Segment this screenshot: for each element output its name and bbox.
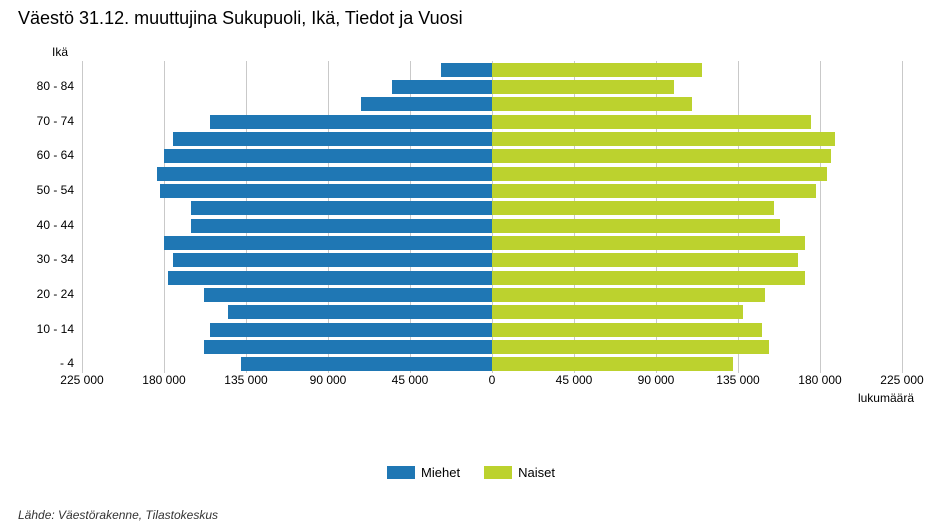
- legend-swatch: [387, 466, 415, 479]
- x-tick-label: 90 000: [638, 373, 675, 387]
- x-tick-label: 135 000: [224, 373, 267, 387]
- x-tick-label: 180 000: [798, 373, 841, 387]
- bar-row: [82, 97, 902, 111]
- bar-naiset: [492, 271, 805, 285]
- y-axis-label: Ikä: [52, 45, 68, 59]
- x-tick-label: 90 000: [310, 373, 347, 387]
- bar-naiset: [492, 115, 811, 129]
- bar-miehet: [164, 236, 492, 250]
- legend-label: Miehet: [421, 465, 460, 480]
- bar-row: [82, 63, 902, 77]
- bar-naiset: [492, 63, 702, 77]
- category-label: 60 - 64: [37, 148, 74, 162]
- bar-miehet: [164, 149, 492, 163]
- category-label: 10 - 14: [37, 322, 74, 336]
- bar-miehet: [210, 323, 492, 337]
- bar-naiset: [492, 167, 827, 181]
- category-label: 40 - 44: [37, 218, 74, 232]
- bar-miehet: [228, 305, 492, 319]
- bar-naiset: [492, 97, 692, 111]
- bar-naiset: [492, 219, 780, 233]
- bar-miehet: [191, 219, 492, 233]
- bar-miehet: [361, 97, 492, 111]
- bar-row: 80 - 84: [82, 80, 902, 94]
- bar-miehet: [191, 201, 492, 215]
- bar-row: 60 - 64: [82, 149, 902, 163]
- bar-row: [82, 132, 902, 146]
- x-tick-label: 45 000: [556, 373, 593, 387]
- bar-naiset: [492, 80, 674, 94]
- category-label: 80 - 84: [37, 79, 74, 93]
- bar-row: - 4: [82, 357, 902, 371]
- x-tick-label: 225 000: [60, 373, 103, 387]
- x-tick-label: 135 000: [716, 373, 759, 387]
- bar-miehet: [441, 63, 492, 77]
- bar-miehet: [160, 184, 492, 198]
- bar-naiset: [492, 340, 769, 354]
- bar-miehet: [168, 271, 492, 285]
- category-label: 20 - 24: [37, 287, 74, 301]
- bar-miehet: [173, 132, 492, 146]
- bar-naiset: [492, 288, 765, 302]
- bar-naiset: [492, 305, 743, 319]
- bar-miehet: [210, 115, 492, 129]
- bar-row: [82, 305, 902, 319]
- bar-naiset: [492, 132, 835, 146]
- x-tick-label: 0: [489, 373, 496, 387]
- category-label: 70 - 74: [37, 114, 74, 128]
- category-label: - 4: [60, 356, 74, 370]
- chart-legend: Miehet Naiset: [0, 463, 942, 480]
- bar-row: 30 - 34: [82, 253, 902, 267]
- gridline: [902, 61, 903, 373]
- bar-row: 20 - 24: [82, 288, 902, 302]
- bar-naiset: [492, 253, 798, 267]
- chart-plot: 80 - 84 70 - 74 60 - 64 50 - 54 40 - 44 30 - …: [82, 61, 902, 373]
- legend-label: Naiset: [518, 465, 555, 480]
- bar-miehet: [241, 357, 492, 371]
- bar-naiset: [492, 149, 831, 163]
- legend-item: Naiset: [484, 464, 555, 480]
- bar-row: [82, 340, 902, 354]
- bar-row: 50 - 54: [82, 184, 902, 198]
- bar-miehet: [204, 288, 492, 302]
- bar-miehet: [157, 167, 492, 181]
- x-axis-label: lukumäärä: [858, 391, 914, 405]
- bar-miehet: [392, 80, 492, 94]
- legend-item: Miehet: [387, 464, 460, 480]
- chart-footer: Lähde: Väestörakenne, Tilastokeskus: [0, 508, 942, 522]
- bar-naiset: [492, 201, 774, 215]
- bar-row: [82, 201, 902, 215]
- category-label: 50 - 54: [37, 183, 74, 197]
- bar-naiset: [492, 357, 733, 371]
- x-tick-label: 45 000: [392, 373, 429, 387]
- category-label: 30 - 34: [37, 252, 74, 266]
- bar-naiset: [492, 323, 762, 337]
- bar-row: [82, 271, 902, 285]
- bar-miehet: [173, 253, 492, 267]
- x-axis-ticks: 225 000180 000135 00090 00045 000045 000…: [82, 373, 902, 393]
- bar-row: 70 - 74: [82, 115, 902, 129]
- bar-naiset: [492, 184, 816, 198]
- bar-miehet: [204, 340, 492, 354]
- chart-title: Väestö 31.12. muuttujina Sukupuoli, Ikä,…: [0, 0, 942, 33]
- legend-swatch: [484, 466, 512, 479]
- bar-row: 10 - 14: [82, 323, 902, 337]
- bar-row: 40 - 44: [82, 219, 902, 233]
- bar-naiset: [492, 236, 805, 250]
- chart-area: Ikä 80 - 84 70 - 74 60 - 64 50 - 54 40 - 44 3…: [12, 33, 932, 413]
- bar-row: [82, 167, 902, 181]
- x-tick-label: 225 000: [880, 373, 923, 387]
- x-tick-label: 180 000: [142, 373, 185, 387]
- bar-row: [82, 236, 902, 250]
